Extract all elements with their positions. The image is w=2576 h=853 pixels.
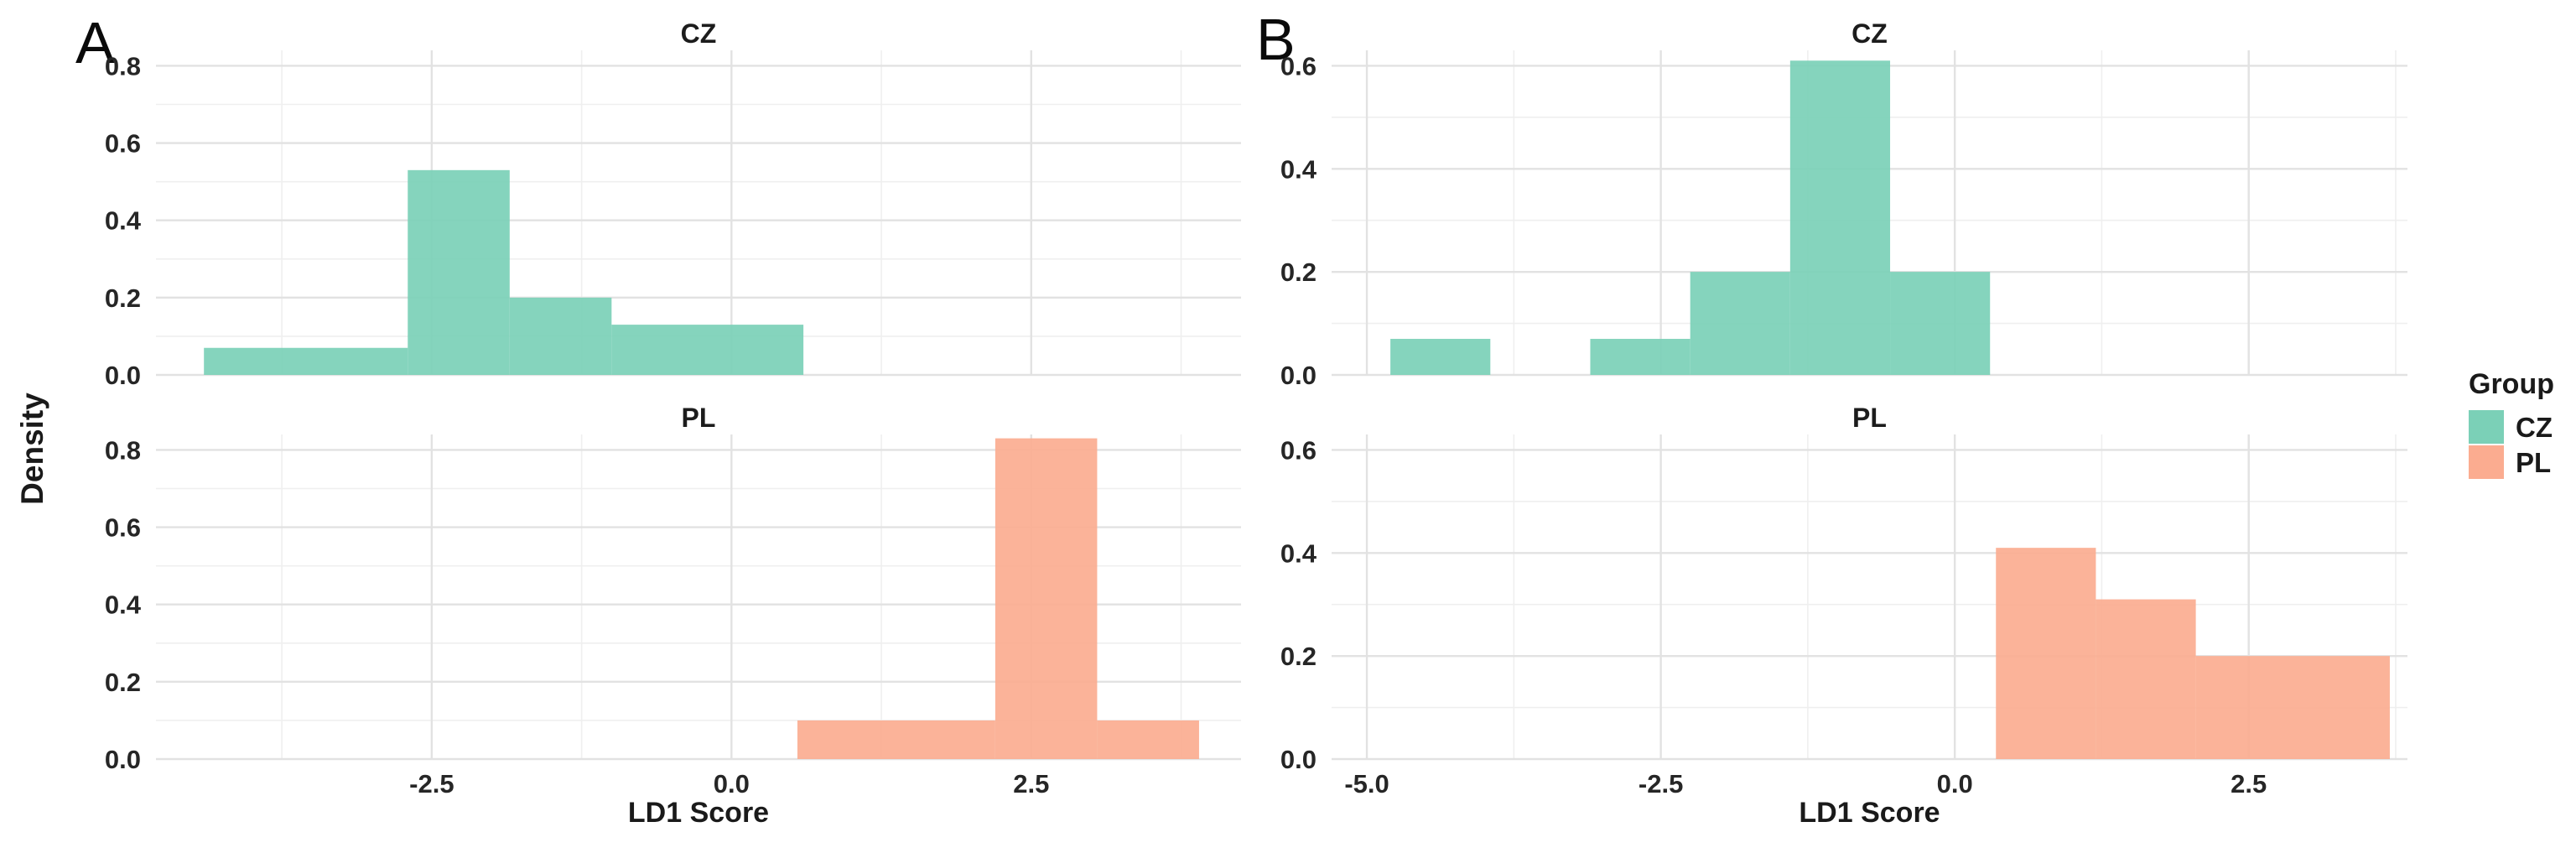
svg-text:0.0: 0.0 (1280, 361, 1317, 385)
svg-text:0.2: 0.2 (1280, 257, 1317, 287)
facet-title-a-cz: CZ (680, 18, 717, 49)
svg-text:0.4: 0.4 (105, 590, 142, 620)
histogram-bar (2096, 599, 2196, 759)
y-tick-labels: 0.0 0.2 0.4 0.6 (1280, 51, 1317, 390)
svg-text:0.0: 0.0 (1280, 745, 1317, 774)
svg-text:-5.0: -5.0 (1344, 769, 1389, 798)
histogram-bar (611, 325, 804, 375)
svg-text:0.6: 0.6 (105, 513, 141, 543)
svg-text:0.0: 0.0 (714, 769, 750, 798)
histogram-panel-a-pl: 0.0 0.2 0.4 0.6 0.8 -2.5 0.0 2.5 (72, 424, 1248, 814)
x-axis-title-panel-b: LD1 Score (1799, 797, 1940, 829)
facet-title-b-cz: CZ (1852, 18, 1888, 49)
svg-text:0.8: 0.8 (105, 435, 141, 465)
histogram-bar (1390, 339, 1491, 375)
legend-item-pl: PL (2469, 445, 2554, 480)
histogram-bar (797, 720, 995, 759)
y-tick-labels: 0.0 0.2 0.4 0.6 0.8 (105, 51, 142, 390)
svg-text:0.0: 0.0 (105, 745, 141, 774)
histogram-bar (1690, 272, 1790, 375)
panel-label-b: B (1256, 7, 1296, 72)
histogram-bar (1996, 548, 2096, 759)
bars (204, 169, 804, 375)
svg-text:0.4: 0.4 (1280, 538, 1317, 568)
svg-text:-2.5: -2.5 (409, 769, 454, 798)
facet-title-a-pl: PL (681, 403, 716, 433)
svg-text:0.6: 0.6 (105, 129, 141, 159)
bars (1390, 60, 1991, 376)
svg-text:2.5: 2.5 (2231, 769, 2267, 798)
legend-title: Group (2469, 368, 2554, 400)
legend-swatch-pl (2469, 445, 2504, 479)
legend-label-pl: PL (2516, 446, 2552, 478)
histogram-panel-b-pl: 0.0 0.2 0.4 0.6 -5.0 -2.5 0.0 2.5 (1248, 424, 2414, 814)
y-axis-title: Density (15, 393, 49, 505)
svg-text:0.6: 0.6 (1280, 51, 1317, 81)
svg-text:0.0: 0.0 (1937, 769, 1973, 798)
svg-text:0.4: 0.4 (105, 206, 142, 236)
svg-text:0.6: 0.6 (1280, 435, 1317, 465)
histogram-bar (2195, 656, 2390, 759)
x-axis-title-panel-a: LD1 Score (627, 797, 770, 829)
histogram-bar (509, 297, 612, 375)
svg-text:0.0: 0.0 (105, 361, 141, 385)
svg-text:2.5: 2.5 (1013, 769, 1049, 798)
facet-title-b-pl: PL (1852, 403, 1887, 433)
gridlines (1332, 434, 2407, 761)
histogram-bar (1789, 60, 1891, 376)
svg-text:0.2: 0.2 (105, 283, 141, 313)
svg-text:0.4: 0.4 (1280, 154, 1317, 184)
histogram-bar (408, 169, 510, 375)
svg-text:0.8: 0.8 (105, 51, 141, 81)
svg-text:0.2: 0.2 (1280, 642, 1317, 671)
legend-label-cz: CZ (2516, 411, 2553, 443)
histogram-bar (1890, 272, 1991, 375)
legend-swatch-cz (2469, 410, 2504, 444)
histogram-bar (204, 347, 408, 375)
svg-text:0.2: 0.2 (105, 668, 141, 697)
x-tick-labels: -5.0 -2.5 0.0 2.5 (1344, 769, 2267, 798)
legend: Group CZ PL (2469, 369, 2554, 480)
y-tick-labels: 0.0 0.2 0.4 0.6 (1280, 435, 1317, 774)
y-tick-labels: 0.0 0.2 0.4 0.6 0.8 (105, 435, 142, 774)
bars (1996, 548, 2390, 759)
legend-item-cz: CZ (2469, 409, 2554, 445)
histogram-panel-a-cz: 0.0 0.2 0.4 0.6 0.8 (72, 40, 1248, 390)
histogram-bar (995, 438, 1098, 759)
histogram-bar (1590, 339, 1690, 375)
x-tick-labels: -2.5 0.0 2.5 (409, 769, 1049, 798)
bars (797, 438, 1199, 759)
histogram-bar (1097, 720, 1199, 759)
svg-text:-2.5: -2.5 (1639, 769, 1683, 798)
panel-label-a: A (75, 10, 115, 75)
histogram-panel-b-cz: 0.0 0.2 0.4 0.6 (1248, 40, 2414, 390)
